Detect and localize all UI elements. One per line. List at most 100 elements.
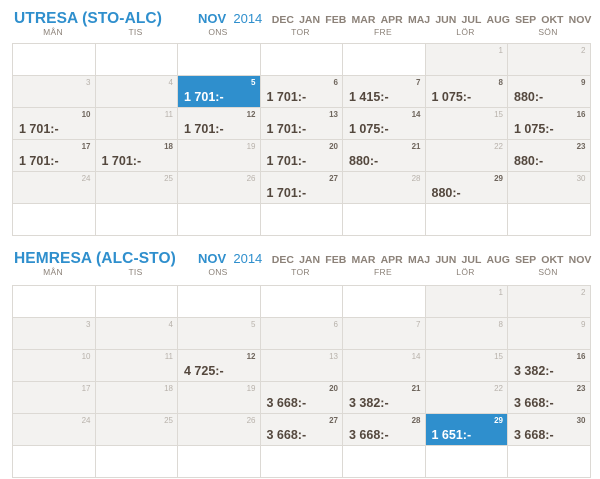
calendar-empty-cell [13,286,96,318]
calendar-grid: 1 2 3 4 5 6 7 8 9 10 11 12 4 725:- 13 14 15 16 3 382:- 17 1… [12,285,591,478]
weekday-header: MÅN TIS ONS TOR FRE LÖR SÖN [12,267,590,279]
day-price: 1 701:- [266,90,307,104]
month-tab-okt[interactable]: OKT [541,254,564,266]
month-tab-jul[interactable]: JUL [461,254,482,266]
month-tab-jul[interactable]: JUL [461,14,482,26]
calendar-empty-cell [13,446,96,478]
calendar-day[interactable]: 18 1 701:- [95,140,178,172]
month-tab-apr[interactable]: APR [380,254,403,266]
calendar-empty-cell [260,204,343,236]
calendar-day[interactable]: 9 880:- [508,76,591,108]
day-number: 4 [168,78,173,87]
month-tab-nov[interactable]: NOV [198,251,227,266]
month-tab-nov[interactable]: NOV [568,254,592,266]
calendar-day: 13 [260,350,343,382]
calendar-day[interactable]: 29 880:- [425,172,508,204]
calendar-day[interactable]: 6 1 701:- [260,76,343,108]
day-number: 21 [411,142,421,151]
day-number: 24 [81,416,91,425]
calendar-day[interactable]: 21 3 382:- [343,382,426,414]
calendar-day[interactable]: 14 1 075:- [343,108,426,140]
day-number: 26 [246,174,256,183]
month-tab-feb[interactable]: FEB [325,254,347,266]
calendar-day: 4 [95,76,178,108]
calendar-day: 22 [425,382,508,414]
section-title: HEMRESA (ALC-STO) [14,250,176,267]
calendar-empty-cell [425,446,508,478]
calendar-day[interactable]: 12 1 701:- [178,108,261,140]
calendar-day[interactable]: 16 3 382:- [508,350,591,382]
calendar-day[interactable]: 13 1 701:- [260,108,343,140]
calendar-day[interactable]: 12 4 725:- [178,350,261,382]
calendar-day[interactable]: 21 880:- [343,140,426,172]
month-tab-maj[interactable]: MAJ [407,14,431,26]
calendar-day[interactable]: 27 3 668:- [260,414,343,446]
day-number: 9 [581,320,586,329]
day-number: 30 [576,416,586,425]
calendar-day[interactable]: 5 1 701:- [178,76,261,108]
day-number: 28 [411,174,421,183]
day-number: 2 [581,288,586,297]
calendar-day: 24 [13,172,96,204]
month-tab-maj[interactable]: MAJ [407,254,431,266]
day-number: 27 [329,174,338,183]
month-tab-jun[interactable]: JUN [435,14,457,26]
month-tab-apr[interactable]: APR [380,14,403,26]
month-tab-nov[interactable]: NOV [198,11,227,26]
day-price: 880:- [349,154,379,168]
calendar-day[interactable]: 23 3 668:- [508,382,591,414]
day-price: 1 075:- [431,90,472,104]
weekday-header: MÅN TIS ONS TOR FRE LÖR SÖN [12,27,590,39]
month-tab-sep[interactable]: SEP [515,254,537,266]
calendar-day[interactable]: 20 1 701:- [260,140,343,172]
month-tab-feb[interactable]: FEB [325,14,347,26]
calendar-day: 24 [13,414,96,446]
calendar-day[interactable]: 28 3 668:- [343,414,426,446]
calendar-empty-cell [95,204,178,236]
calendar-day: 8 [425,318,508,350]
day-number: 17 [81,384,91,393]
day-number: 18 [164,384,173,393]
calendar-day: 3 [13,76,96,108]
calendar-day[interactable]: 8 1 075:- [425,76,508,108]
day-number: 23 [576,384,586,393]
calendar-day[interactable]: 27 1 701:- [260,172,343,204]
weekday-label: ONS [208,267,228,277]
weekday-label: LÖR [456,27,475,37]
calendar-day[interactable]: 17 1 701:- [13,140,96,172]
calendar-day: 5 [178,318,261,350]
month-tab-aug[interactable]: AUG [486,254,510,266]
day-number: 7 [416,320,421,329]
calendar-day[interactable]: 29 1 651:- [425,414,508,446]
month-tab-dec[interactable]: DEC [271,14,294,26]
weekday-label: SÖN [538,27,558,37]
month-tab-nov[interactable]: NOV [568,14,592,26]
month-tab-sep[interactable]: SEP [515,14,537,26]
day-number: 15 [494,110,503,119]
month-tab-jan[interactable]: JAN [299,14,321,26]
calendar-day[interactable]: 16 1 075:- [508,108,591,140]
calendar-day[interactable]: 10 1 701:- [13,108,96,140]
weekday-label: ONS [208,27,228,37]
day-number: 20 [329,142,338,151]
weekday-label: TIS [128,267,143,277]
calendar-day: 2 [508,44,591,76]
month-tab-okt[interactable]: OKT [541,14,564,26]
month-tab-mar[interactable]: MAR [351,14,376,26]
year-label: 2014 [233,251,263,266]
day-number: 21 [411,384,421,393]
month-tab-dec[interactable]: DEC [271,254,294,266]
day-price: 1 701:- [184,90,224,104]
day-price: 1 415:- [349,90,389,104]
calendar-day[interactable]: 23 880:- [508,140,591,172]
calendar-day[interactable]: 30 3 668:- [508,414,591,446]
calendar-day: 11 [95,350,178,382]
month-tab-aug[interactable]: AUG [486,14,510,26]
calendar-day[interactable]: 20 3 668:- [260,382,343,414]
month-tab-jun[interactable]: JUN [435,254,457,266]
day-number: 12 [246,352,256,361]
month-tab-mar[interactable]: MAR [351,254,376,266]
calendar-day[interactable]: 7 1 415:- [343,76,426,108]
month-tab-jan[interactable]: JAN [299,254,321,266]
